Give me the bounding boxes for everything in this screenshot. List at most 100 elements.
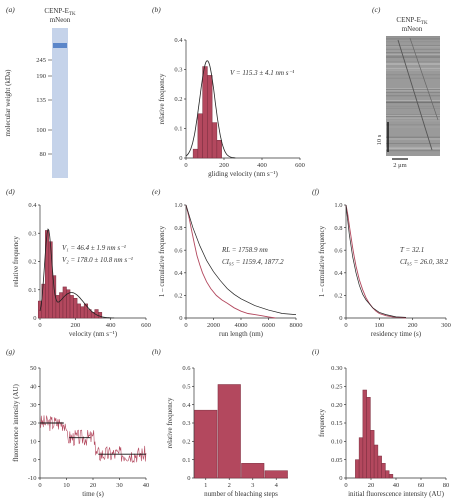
y-tick-label: 0: [33, 457, 36, 464]
bar-2: [217, 384, 241, 479]
x-axis-label: run length (nm): [219, 330, 264, 338]
x-tick-label: 40: [143, 482, 150, 489]
y-axis-label: relative frequency: [158, 73, 166, 124]
y-tick-label: 1.0: [174, 202, 182, 209]
y-tick-label: 20: [30, 420, 37, 427]
gel-marker-label: 80: [40, 151, 47, 158]
x-tick-label: 200: [70, 322, 80, 329]
x-tick-label: 20: [90, 482, 97, 489]
panel-label-d: (d): [6, 187, 15, 196]
histogram-bar: [73, 297, 78, 319]
histogram-bar: [207, 75, 213, 159]
histogram-bar: [48, 241, 53, 319]
x-tick-label: 0: [38, 482, 41, 489]
y-axis-label: relative frequency: [166, 397, 174, 448]
y-tick-label: 0.4: [334, 270, 343, 277]
histogram-bar: [59, 292, 64, 319]
x-tick-label: 0: [344, 322, 347, 329]
x-tick-label: 2: [228, 482, 231, 489]
y-tick-label: 0.4: [174, 37, 183, 44]
kymo-time-scale-label: 10 s: [376, 134, 383, 145]
fit-curve: [185, 204, 297, 315]
data-curve: [345, 204, 407, 319]
x-tick-label: 2000: [207, 322, 220, 329]
x-tick-label: 0: [184, 322, 187, 329]
x-tick-label: 200: [219, 162, 229, 169]
bar-3: [241, 463, 265, 479]
panel-label-g: (g): [6, 347, 15, 356]
histogram-bar: [366, 397, 371, 479]
gel-ylabel: molecular weight (kDa): [4, 69, 12, 137]
y-tick-label: 0: [179, 315, 182, 322]
y-tick-label: 0: [179, 155, 182, 162]
annotation-1: RL = 1758.9 nm: [221, 246, 268, 254]
annotation-1: T = 32.1: [400, 246, 424, 254]
x-tick-label: 1: [204, 482, 207, 489]
data-curve: [185, 204, 276, 319]
x-tick-label: 60: [418, 482, 425, 489]
gel-marker-label: 245: [36, 57, 46, 64]
bar-4: [264, 470, 288, 479]
kymograph-texture: [386, 36, 440, 152]
kymo-track: [409, 37, 439, 121]
x-axis-label: initial fluorescence intensity (AU): [348, 490, 444, 498]
y-tick-label: 30: [30, 402, 37, 409]
gel-title-tag: mNeon: [50, 16, 71, 24]
y-axis-label: 1 – cumulative frequency: [158, 225, 166, 297]
kymo-title-tag: mNeon: [402, 25, 423, 33]
x-tick-label: 40: [393, 482, 400, 489]
y-tick-label: 0.15: [331, 420, 342, 427]
y-tick-label: 40: [30, 384, 37, 391]
kymo-title-main: CENP-ETK: [396, 16, 428, 26]
histogram-bar: [211, 122, 218, 159]
histogram-bar: [216, 140, 222, 159]
chart-run-length: 0 2000 4000 6000 8000 0 0.2 0.4 0.6 0.8 1.0 run len…: [158, 202, 303, 338]
y-axis-label: 1 – cumulative frequency: [318, 225, 326, 297]
y-tick-label: 0: [187, 475, 190, 482]
panel-label-i: (i): [312, 347, 320, 356]
panel-label-e: (e): [152, 187, 161, 196]
y-tick-label: 0.1: [182, 457, 190, 464]
histogram-bar: [388, 474, 394, 479]
y-tick-label: 0.6: [174, 247, 183, 254]
histogram-bar: [192, 148, 199, 159]
x-tick-label: 600: [295, 162, 305, 169]
x-axis-label: gliding velocity (nm s⁻¹): [208, 170, 278, 178]
y-tick-label: 0.8: [174, 225, 182, 232]
x-tick-label: 400: [257, 162, 267, 169]
y-tick-label: 0.2: [334, 293, 342, 300]
x-axis-label: number of bleaching steps: [204, 490, 278, 498]
histogram-bar: [377, 455, 382, 479]
histogram-bar: [373, 444, 379, 479]
y-tick-label: 0.4: [182, 402, 191, 409]
panel-label-h: (h): [152, 347, 161, 356]
chart-velocity-histogram: 0 200 400 600 0 0.1 0.2 0.3 0.4 velocity (nm s⁻¹)…: [12, 202, 151, 338]
histogram-bar: [385, 470, 390, 479]
chart-initial-intensity: 0 20 40 60 80 0 0.05 0.10 0.15 0.20 0.25 0.30 initia…: [318, 365, 449, 498]
y-tick-label: 0: [339, 475, 342, 482]
y-tick-label: 0.2: [182, 439, 190, 446]
annotation-2: CI₉₅ = 1159.4, 1877.2: [222, 258, 284, 266]
y-tick-label: 0.6: [182, 365, 191, 372]
gel-title-main: CENP-ETK: [44, 7, 76, 17]
gel-lane: [52, 28, 68, 178]
x-tick-label: 20: [368, 482, 375, 489]
y-tick-label: 50: [30, 365, 37, 372]
y-tick-label: 0: [339, 315, 342, 322]
chart-gliding-velocity: 0 200 400 600 0 0.1 0.2 0.3 0.4 gliding velocity …: [158, 37, 305, 178]
fit-curve: [345, 204, 407, 318]
histogram-bar: [83, 303, 88, 319]
histogram-bar: [41, 283, 46, 319]
gel-marker-label: 135: [36, 97, 46, 104]
x-tick-label: 4: [275, 482, 279, 489]
x-axis-label: time (s): [82, 490, 104, 498]
gel-panel: CENP-ETK mNeon molecular weight (kDa) 24…: [4, 7, 76, 178]
y-tick-label: 0.3: [28, 230, 36, 237]
bar-1: [194, 409, 218, 479]
histogram-bar: [98, 312, 103, 319]
x-tick-label: 600: [141, 322, 151, 329]
y-tick-label: 0.1: [174, 126, 182, 133]
panel-label-b: (b): [152, 5, 161, 14]
fit-annotation-2: V₂ = 178.0 ± 10.8 nm s⁻¹: [62, 256, 133, 264]
